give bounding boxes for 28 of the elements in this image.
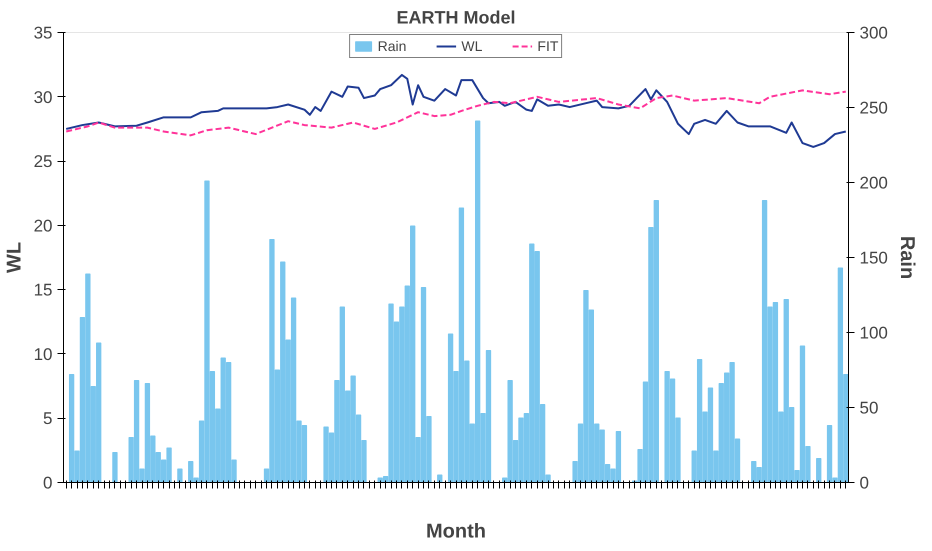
y-tick-label: 25 [34,152,53,172]
bar [437,474,442,482]
y2-tick-label: 0 [860,474,869,492]
y2-tick-label: 200 [860,174,888,192]
y-tick-label: 0 [43,474,53,492]
y-tick-label: 20 [34,216,53,236]
legend-label: WL [461,38,482,54]
line-series [65,89,847,136]
bar [112,452,118,482]
chart-title: EARTH Model [396,8,516,28]
y2-axis-title: Rain [896,236,918,280]
bar [816,458,822,482]
legend-label: Rain [378,38,406,54]
bar [177,468,183,482]
y-tick-label: 10 [34,344,53,364]
y2-tick-label: 50 [860,398,878,418]
y2-tick-label: 150 [860,248,888,268]
y2-tick-label: 100 [860,324,888,342]
line-series [65,74,847,148]
y-tick-label: 5 [43,409,53,428]
legend-label: FIT [537,38,558,54]
x-axis-title: Month [426,520,486,542]
y-tick-label: 35 [34,24,53,42]
y2-tick-label: 300 [860,24,888,42]
y-tick-label: 30 [34,88,53,107]
y2-tick-label: 250 [860,98,888,118]
y-axis-title: WL [4,242,26,274]
y-tick-label: 15 [34,280,53,300]
